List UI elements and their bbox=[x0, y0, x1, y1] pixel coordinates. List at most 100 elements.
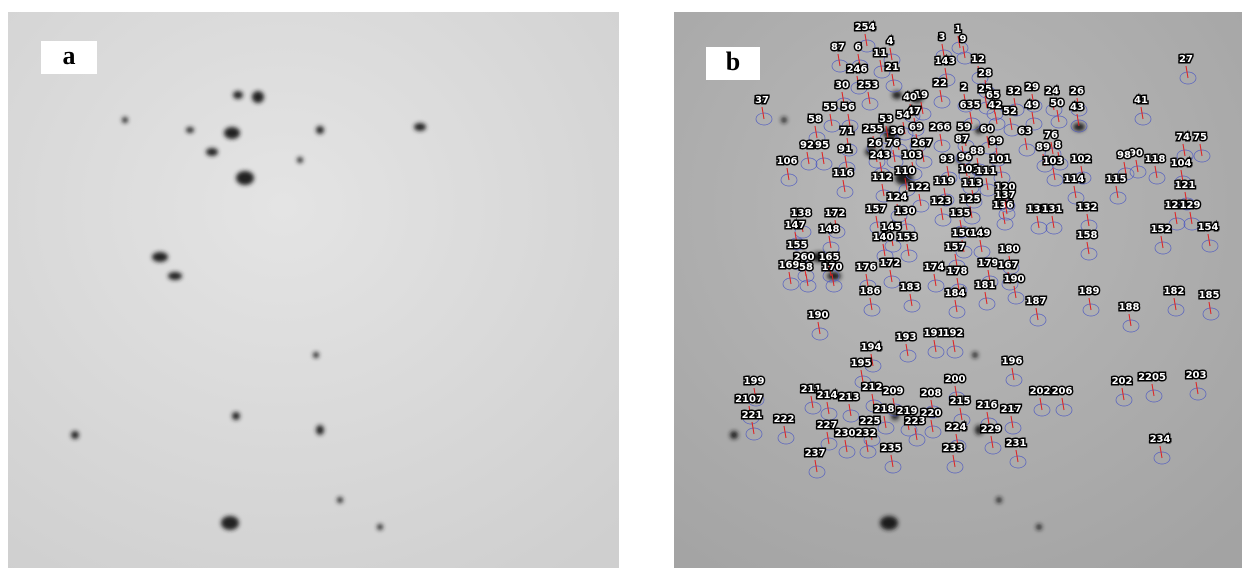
spot-label: 230 bbox=[835, 428, 856, 439]
gel-spot bbox=[252, 91, 264, 103]
spot-label: 93 bbox=[940, 154, 954, 165]
spot-label: 58 bbox=[808, 114, 822, 125]
spot-label: 50 bbox=[1050, 98, 1064, 109]
spot-label: 90 bbox=[1129, 148, 1143, 159]
spot-label: 69 bbox=[909, 122, 923, 133]
spot-label: 106 bbox=[777, 156, 798, 167]
spot-label: 99 bbox=[989, 136, 1003, 147]
gel-spot bbox=[122, 117, 128, 123]
spot-label: 190 bbox=[808, 310, 829, 321]
spot-label: 184 bbox=[945, 288, 966, 299]
gel-spot bbox=[880, 516, 898, 530]
spot-label: 123 bbox=[931, 196, 952, 207]
spot-label: 153 bbox=[897, 232, 918, 243]
spot-label: 60 bbox=[980, 124, 994, 135]
gel-spot bbox=[337, 497, 343, 503]
gel-spot bbox=[972, 352, 978, 358]
spot-label: 27 bbox=[1179, 54, 1193, 65]
gel-spot bbox=[414, 123, 426, 131]
gel-spot bbox=[316, 126, 324, 134]
spot-label: 40 bbox=[903, 92, 917, 103]
spot-label: 188 bbox=[1119, 302, 1140, 313]
spot-label: 235 bbox=[881, 443, 902, 454]
spot-label: 110 bbox=[895, 166, 916, 177]
spot-label: 3 bbox=[939, 32, 946, 43]
spot-label: 118 bbox=[1145, 154, 1166, 165]
spot-label: 95 bbox=[815, 140, 829, 151]
spot-label: 49 bbox=[1025, 100, 1039, 111]
spot-label: 54 bbox=[896, 110, 910, 121]
spot-label: 130 bbox=[895, 206, 916, 217]
spot-label: 28 bbox=[978, 68, 992, 79]
spot-label: 186 bbox=[860, 286, 881, 297]
spot-label: 131 bbox=[1042, 204, 1063, 215]
spot-label: 59 bbox=[957, 122, 971, 133]
spot-label: 157 bbox=[866, 204, 887, 215]
spot-label: 41 bbox=[1134, 95, 1148, 106]
spot-label: 138 bbox=[791, 208, 812, 219]
spot-label: 172 bbox=[880, 258, 901, 269]
spot-label: 203 bbox=[1186, 370, 1207, 381]
spot-label: 169 bbox=[779, 260, 800, 271]
spot-label: 87 bbox=[955, 134, 969, 145]
spot-label: 200 bbox=[945, 374, 966, 385]
spot-label: 253 bbox=[858, 80, 879, 91]
spot-label: 2107 bbox=[735, 394, 763, 405]
spot-label: 180 bbox=[999, 244, 1020, 255]
spot-label: 88 bbox=[970, 146, 984, 157]
spot-label: 122 bbox=[909, 182, 930, 193]
panel-label: b bbox=[726, 47, 740, 76]
spot-label: 192 bbox=[943, 328, 964, 339]
gel-spot bbox=[781, 117, 787, 123]
spot-label: 132 bbox=[1077, 202, 1098, 213]
spot-label: 137 bbox=[995, 190, 1016, 201]
spot-label: 209 bbox=[883, 386, 904, 397]
spot-label: 214 bbox=[817, 390, 838, 401]
gel-spot bbox=[152, 252, 168, 262]
gel-spot bbox=[168, 272, 182, 280]
spot-label: 124 bbox=[887, 192, 908, 203]
spot-label: 185 bbox=[1199, 290, 1220, 301]
spot-label: 178 bbox=[947, 266, 968, 277]
spot-label: 32 bbox=[1007, 86, 1021, 97]
spot-label: 21 bbox=[885, 62, 899, 73]
gel-spot bbox=[233, 91, 243, 99]
spot-label: 172 bbox=[825, 208, 846, 219]
spot-label: 37 bbox=[755, 95, 769, 106]
spot-label: 212 bbox=[862, 382, 883, 393]
gel-spot bbox=[1036, 524, 1042, 530]
spot-label: 193 bbox=[896, 332, 917, 343]
spot-label: 195 bbox=[851, 358, 872, 369]
gel-spot bbox=[313, 352, 319, 358]
spot-label: 223 bbox=[905, 416, 926, 427]
spot-label: 208 bbox=[921, 388, 942, 399]
spot-label: 213 bbox=[839, 392, 860, 403]
spot-label: 267 bbox=[912, 138, 933, 149]
gel-spot bbox=[232, 412, 240, 420]
spot-label: 202 bbox=[1030, 386, 1051, 397]
spot-label: 148 bbox=[819, 224, 840, 235]
gel-spot bbox=[206, 148, 218, 156]
spot-label: 114 bbox=[1064, 174, 1085, 185]
spot-label: 63 bbox=[1018, 126, 1032, 137]
spot-label: 254 bbox=[855, 22, 876, 33]
spot-label: 74 bbox=[1176, 132, 1190, 143]
spot-label: 6 bbox=[855, 42, 862, 53]
spot-label: 215 bbox=[950, 396, 971, 407]
spot-label: 101 bbox=[990, 154, 1011, 165]
spot-label: 71 bbox=[840, 126, 854, 137]
spot-label: 170 bbox=[822, 262, 843, 273]
spot-label: 189 bbox=[1079, 286, 1100, 297]
spot-label: 635 bbox=[960, 100, 981, 111]
spot-label: 55 bbox=[823, 102, 837, 113]
gel-spot bbox=[186, 127, 194, 133]
gel-spot bbox=[996, 497, 1002, 503]
spot-label: 174 bbox=[924, 262, 945, 273]
spot-label: 121 bbox=[1175, 180, 1196, 191]
spot-label: 11 bbox=[873, 48, 887, 59]
spot-label: 229 bbox=[981, 424, 1002, 435]
spot-label: 111 bbox=[976, 166, 997, 177]
spot-label: 26 bbox=[868, 138, 882, 149]
spot-label: 191 bbox=[924, 328, 945, 339]
spot-label: 8 bbox=[1055, 140, 1062, 151]
